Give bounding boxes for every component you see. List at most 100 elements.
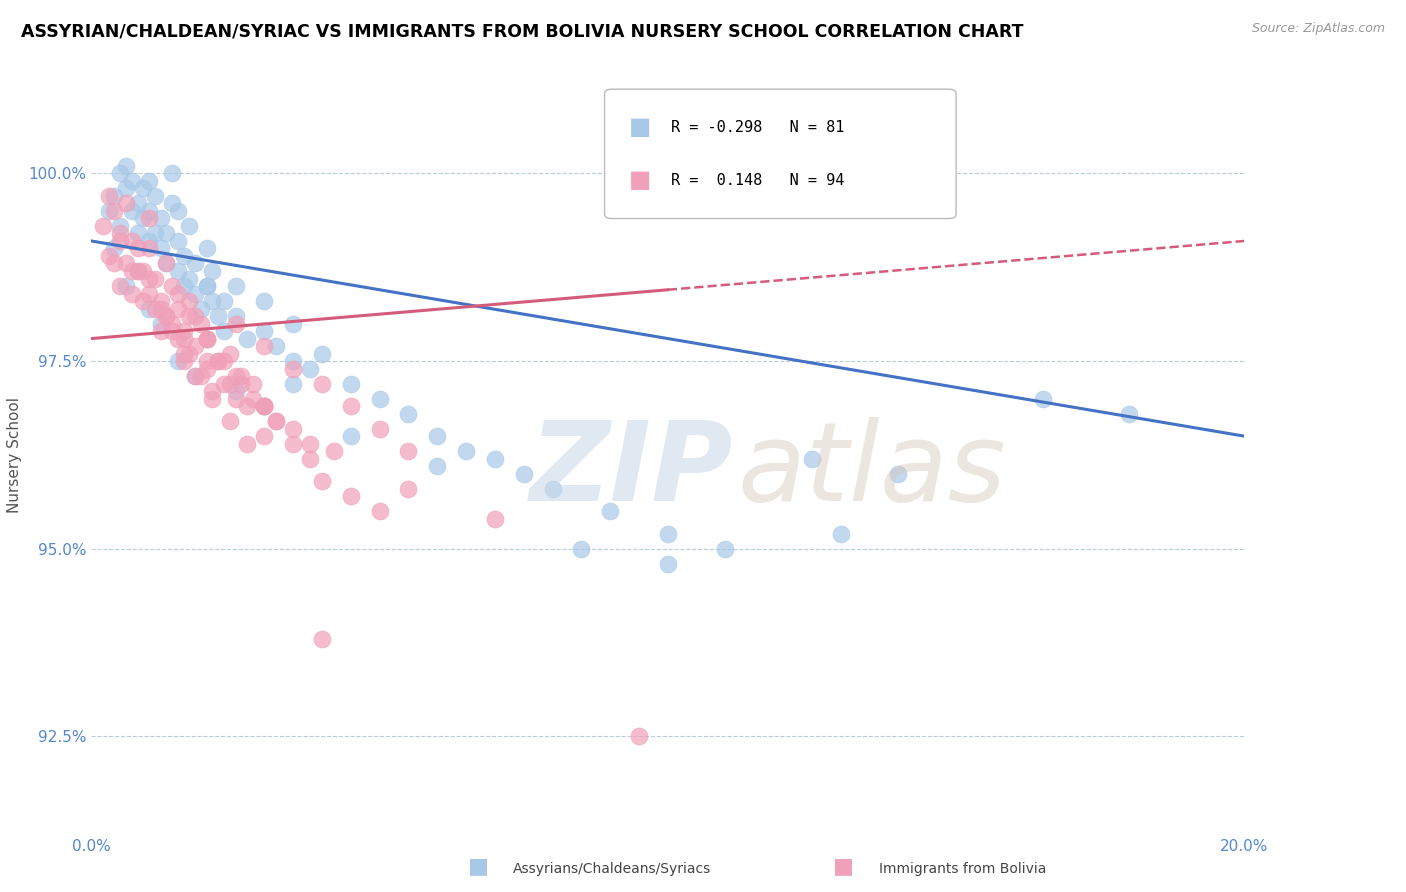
Point	[225, 309, 247, 323]
Point	[179, 271, 201, 285]
Point	[143, 271, 166, 285]
Point	[121, 286, 143, 301]
Point	[340, 429, 363, 443]
Text: Source: ZipAtlas.com: Source: ZipAtlas.com	[1251, 22, 1385, 36]
Point	[110, 166, 132, 180]
Point	[225, 369, 247, 384]
Point	[173, 249, 195, 263]
Point	[212, 324, 235, 338]
Point	[138, 174, 160, 188]
Point	[714, 541, 737, 556]
Point	[132, 264, 155, 278]
Point	[143, 301, 166, 316]
Point	[253, 293, 276, 308]
Point	[190, 317, 212, 331]
Point	[340, 489, 363, 503]
Point	[195, 354, 218, 368]
Point	[155, 227, 177, 241]
Point	[218, 346, 240, 360]
Point	[207, 354, 229, 368]
Point	[231, 376, 253, 391]
Point	[484, 512, 506, 526]
Point	[166, 332, 188, 346]
Point	[127, 264, 149, 278]
Point	[236, 399, 259, 413]
Point	[242, 392, 264, 406]
Point	[322, 444, 344, 458]
Point	[218, 414, 240, 428]
Y-axis label: Nursery School: Nursery School	[7, 397, 21, 513]
Point	[127, 242, 149, 256]
Point	[368, 422, 391, 436]
Point	[121, 264, 143, 278]
Point	[149, 324, 172, 338]
Point	[236, 436, 259, 450]
Point	[281, 376, 304, 391]
Point	[166, 203, 188, 218]
Point	[160, 196, 183, 211]
Point	[264, 414, 287, 428]
Point	[396, 444, 419, 458]
Point	[426, 429, 449, 443]
Point	[132, 181, 155, 195]
Point	[195, 332, 218, 346]
Point	[138, 301, 160, 316]
Point	[166, 286, 188, 301]
Point	[627, 730, 650, 744]
Point	[311, 346, 333, 360]
Text: R = -0.298   N = 81: R = -0.298 N = 81	[671, 120, 844, 135]
Point	[190, 301, 212, 316]
Point	[138, 203, 160, 218]
Point	[212, 354, 235, 368]
Point	[281, 436, 304, 450]
Point	[195, 279, 218, 293]
Point	[368, 392, 391, 406]
Point	[281, 354, 304, 368]
Text: R =  0.148   N = 94: R = 0.148 N = 94	[671, 173, 844, 188]
Point	[110, 279, 132, 293]
Point	[207, 309, 229, 323]
Text: Assyrians/Chaldeans/Syriacs: Assyrians/Chaldeans/Syriacs	[513, 862, 711, 876]
Point	[127, 196, 149, 211]
Point	[149, 301, 172, 316]
Point	[166, 264, 188, 278]
Point	[179, 346, 201, 360]
Point	[657, 557, 679, 571]
Point	[253, 429, 276, 443]
Point	[184, 339, 207, 353]
Point	[127, 227, 149, 241]
Point	[887, 467, 910, 481]
Point	[179, 219, 201, 233]
Text: atlas: atlas	[737, 417, 1005, 524]
Point	[801, 451, 824, 466]
Point	[173, 279, 195, 293]
Point	[110, 219, 132, 233]
Point	[115, 181, 138, 195]
Point	[340, 376, 363, 391]
Point	[396, 407, 419, 421]
Point	[160, 324, 183, 338]
Point	[218, 376, 240, 391]
Point	[225, 279, 247, 293]
Text: ASSYRIAN/CHALDEAN/SYRIAC VS IMMIGRANTS FROM BOLIVIA NURSERY SCHOOL CORRELATION C: ASSYRIAN/CHALDEAN/SYRIAC VS IMMIGRANTS F…	[21, 22, 1024, 40]
Point	[184, 369, 207, 384]
Point	[242, 376, 264, 391]
Point	[121, 203, 143, 218]
Point	[179, 293, 201, 308]
Point	[195, 361, 218, 376]
Point	[541, 482, 564, 496]
Point	[201, 384, 224, 398]
Point	[166, 354, 188, 368]
Point	[149, 317, 172, 331]
Point	[132, 211, 155, 226]
Point	[115, 279, 138, 293]
Point	[149, 293, 172, 308]
Point	[207, 354, 229, 368]
Point	[97, 249, 120, 263]
Point	[160, 166, 183, 180]
Point	[138, 286, 160, 301]
Text: ZIP: ZIP	[530, 417, 733, 524]
Point	[173, 324, 195, 338]
Point	[426, 459, 449, 474]
Point	[830, 526, 852, 541]
